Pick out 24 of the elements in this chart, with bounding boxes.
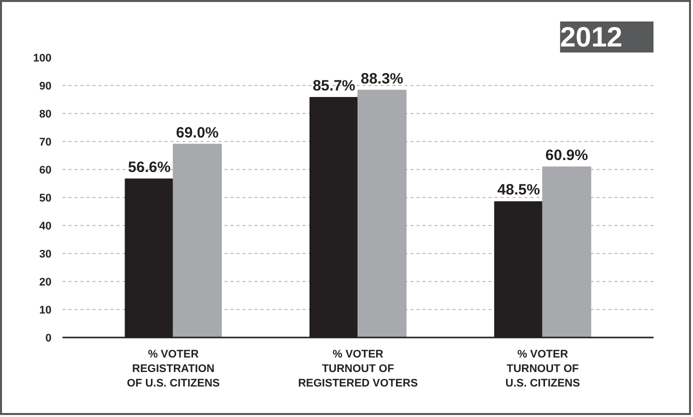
y-tick-label: 0: [45, 332, 52, 344]
x-tick-label: % VOTER REGISTRATION OF U.S. CITIZENS: [126, 348, 220, 390]
y-tick-label: 20: [39, 276, 52, 288]
y-tick-label: 100: [33, 52, 52, 64]
y-tick-label: 10: [39, 304, 52, 316]
y-tick-label: 30: [39, 248, 52, 260]
data-label: 85.7%: [312, 78, 356, 95]
x-tick-label: % VOTER TURNOUT OF REGISTERED VOTERS: [298, 348, 418, 390]
data-label: 88.3%: [360, 70, 404, 88]
chart-title: 2012: [560, 22, 622, 52]
y-tick-label: 50: [39, 192, 52, 204]
bar: [172, 144, 222, 338]
y-tick-label: 70: [39, 136, 52, 148]
data-label: 69.0%: [176, 124, 219, 142]
bar: [542, 166, 592, 338]
data-label: 56.6%: [128, 159, 171, 176]
y-tick-label: 90: [39, 80, 52, 92]
data-label: 60.9%: [545, 146, 588, 164]
y-tick-label: 80: [39, 108, 52, 120]
y-tick-label: 40: [39, 220, 52, 232]
data-label: 48.5%: [497, 182, 540, 199]
x-tick-label: % VOTER TURNOUT OF U.S. CITIZENS: [505, 348, 580, 390]
y-tick-label: 60: [39, 164, 52, 176]
bar: [358, 90, 407, 338]
